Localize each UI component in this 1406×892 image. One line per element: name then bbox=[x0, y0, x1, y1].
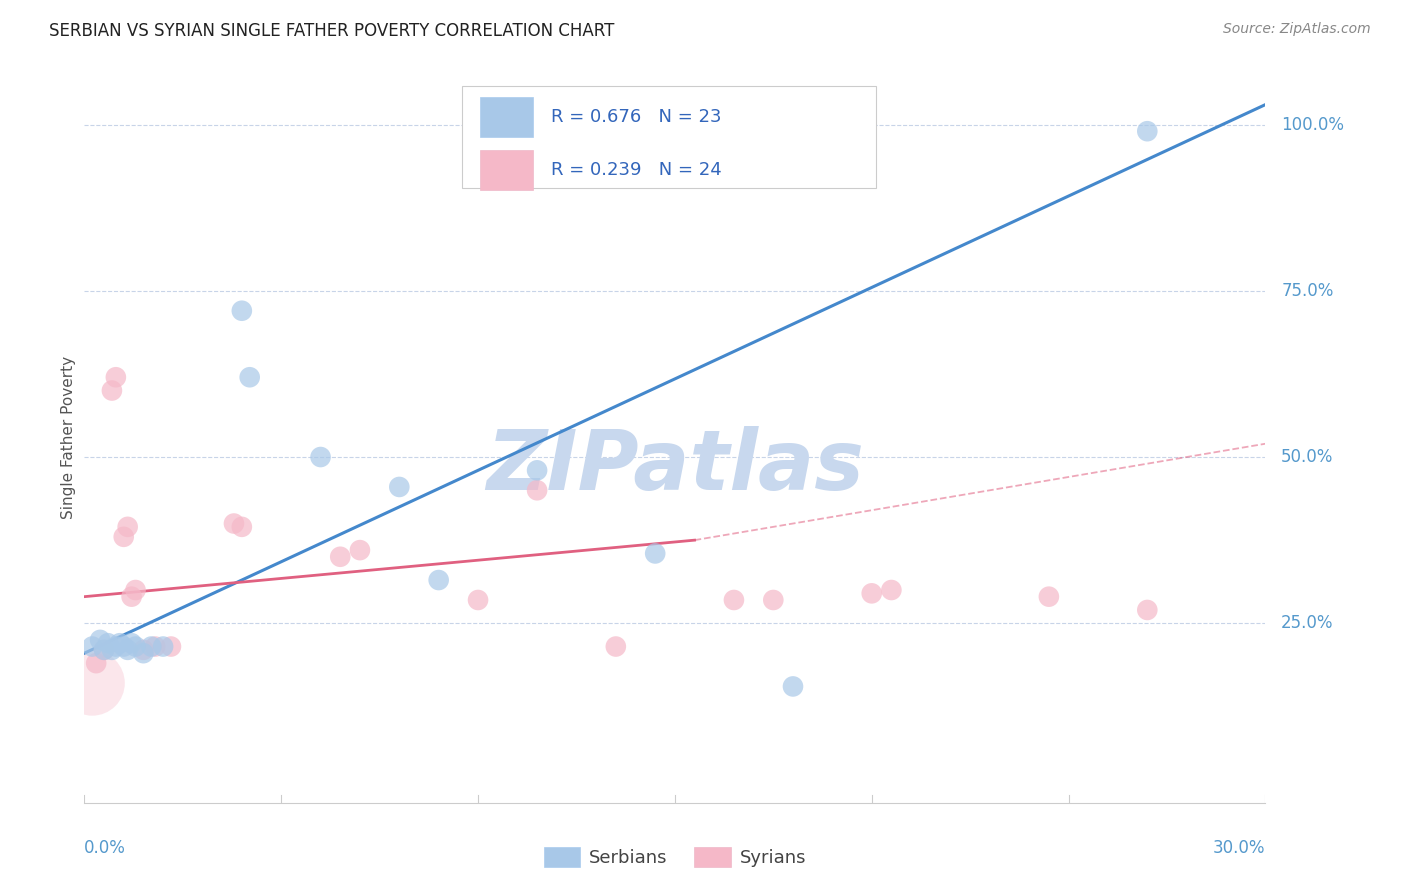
Text: SERBIAN VS SYRIAN SINGLE FATHER POVERTY CORRELATION CHART: SERBIAN VS SYRIAN SINGLE FATHER POVERTY … bbox=[49, 22, 614, 40]
Point bbox=[117, 520, 139, 534]
Text: 100.0%: 100.0% bbox=[1281, 116, 1344, 134]
Point bbox=[605, 640, 627, 654]
Point bbox=[141, 640, 163, 654]
Point bbox=[329, 549, 352, 564]
Point bbox=[82, 676, 104, 690]
Text: 75.0%: 75.0% bbox=[1281, 282, 1333, 300]
Point bbox=[143, 640, 166, 654]
Point bbox=[231, 520, 253, 534]
Point bbox=[860, 586, 883, 600]
Point bbox=[93, 643, 115, 657]
Point bbox=[89, 632, 111, 647]
Point bbox=[349, 543, 371, 558]
Point bbox=[104, 640, 127, 654]
Point bbox=[644, 546, 666, 560]
Point bbox=[93, 643, 115, 657]
Point bbox=[121, 636, 143, 650]
Point bbox=[231, 303, 253, 318]
Point bbox=[782, 680, 804, 694]
Y-axis label: Single Father Poverty: Single Father Poverty bbox=[60, 356, 76, 518]
Point bbox=[526, 463, 548, 477]
Point bbox=[101, 643, 124, 657]
Point bbox=[160, 640, 183, 654]
Point bbox=[239, 370, 262, 384]
Point bbox=[124, 582, 146, 597]
Point bbox=[104, 370, 127, 384]
Point bbox=[124, 640, 146, 654]
Text: Source: ZipAtlas.com: Source: ZipAtlas.com bbox=[1223, 22, 1371, 37]
Point bbox=[121, 590, 143, 604]
Point bbox=[309, 450, 332, 464]
Point bbox=[526, 483, 548, 498]
Point bbox=[467, 593, 489, 607]
FancyBboxPatch shape bbox=[479, 150, 533, 190]
Point bbox=[82, 640, 104, 654]
FancyBboxPatch shape bbox=[479, 96, 533, 136]
Text: ZIPatlas: ZIPatlas bbox=[486, 425, 863, 507]
Point bbox=[108, 636, 131, 650]
Point bbox=[762, 593, 785, 607]
Point bbox=[112, 640, 135, 654]
Point bbox=[152, 640, 174, 654]
Point bbox=[112, 530, 135, 544]
Text: 0.0%: 0.0% bbox=[84, 839, 127, 857]
Point bbox=[132, 643, 155, 657]
Point bbox=[427, 573, 450, 587]
Point bbox=[1136, 124, 1159, 138]
Text: R = 0.676   N = 23: R = 0.676 N = 23 bbox=[551, 108, 721, 126]
Point bbox=[117, 643, 139, 657]
Point bbox=[101, 384, 124, 398]
Legend: Serbians, Syrians: Serbians, Syrians bbox=[537, 840, 813, 874]
Point bbox=[723, 593, 745, 607]
Text: 50.0%: 50.0% bbox=[1281, 448, 1333, 466]
Text: 30.0%: 30.0% bbox=[1213, 839, 1265, 857]
Point bbox=[84, 656, 107, 670]
Point bbox=[1038, 590, 1060, 604]
Point bbox=[97, 636, 120, 650]
Point bbox=[880, 582, 903, 597]
Point bbox=[222, 516, 245, 531]
Text: 25.0%: 25.0% bbox=[1281, 615, 1334, 632]
Point bbox=[132, 646, 155, 660]
Point bbox=[1136, 603, 1159, 617]
Text: R = 0.239   N = 24: R = 0.239 N = 24 bbox=[551, 161, 721, 179]
FancyBboxPatch shape bbox=[463, 86, 876, 188]
Point bbox=[388, 480, 411, 494]
